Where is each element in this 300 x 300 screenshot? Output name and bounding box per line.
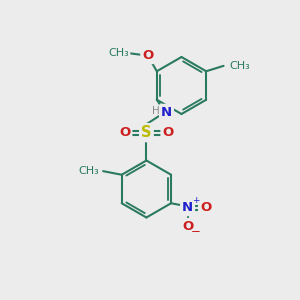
Text: N: N bbox=[161, 106, 172, 119]
Text: S: S bbox=[141, 125, 152, 140]
Text: O: O bbox=[142, 49, 153, 62]
Text: O: O bbox=[162, 126, 174, 139]
Text: N: N bbox=[182, 201, 193, 214]
Text: H: H bbox=[152, 106, 160, 116]
Text: CH₃: CH₃ bbox=[229, 61, 250, 71]
Text: +: + bbox=[192, 196, 200, 205]
Text: CH₃: CH₃ bbox=[79, 166, 100, 176]
Text: O: O bbox=[182, 220, 193, 233]
Text: O: O bbox=[119, 126, 130, 139]
Text: −: − bbox=[191, 225, 201, 238]
Text: CH₃: CH₃ bbox=[109, 48, 129, 58]
Text: O: O bbox=[200, 201, 211, 214]
